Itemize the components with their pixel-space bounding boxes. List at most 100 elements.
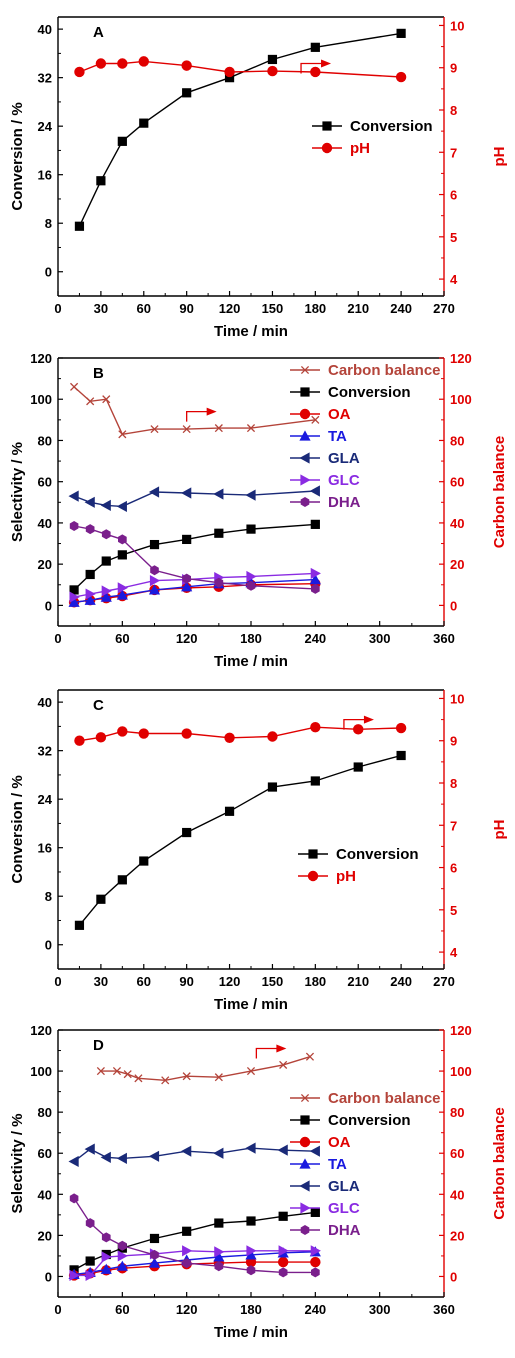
series-line: [74, 1251, 316, 1276]
data-point: [305, 1052, 315, 1061]
data-point: [181, 487, 192, 499]
data-point: [245, 489, 256, 501]
legend-label: Conversion: [328, 384, 411, 401]
data-point: [117, 1250, 128, 1262]
legend-marker: [300, 1115, 310, 1125]
data-point: [182, 1226, 192, 1236]
data-point: [267, 782, 278, 792]
data-point: [95, 58, 107, 69]
data-point: [246, 1245, 257, 1257]
x-tick-label: 0: [54, 1302, 61, 1317]
series-line: [73, 1211, 316, 1271]
arrow-head: [363, 715, 374, 724]
x-tick-label: 30: [94, 974, 108, 989]
legend-item: OA: [290, 406, 351, 423]
data-point: [112, 1067, 122, 1076]
y2-tick-label: 7: [450, 145, 457, 160]
data-point: [278, 1211, 288, 1221]
data-point: [353, 724, 364, 735]
data-point: [309, 485, 320, 497]
data-point: [214, 1261, 224, 1272]
panel-letter: A: [93, 24, 104, 41]
data-point: [117, 136, 127, 146]
x-tick-label: 300: [369, 631, 391, 646]
data-point: [181, 581, 193, 592]
legend-label: GLA: [328, 1178, 360, 1195]
legend-item: Conversion: [298, 846, 419, 863]
arrow-shaft: [300, 62, 324, 74]
data-point: [96, 176, 106, 186]
data-point: [84, 1143, 95, 1155]
legend-marker: [300, 474, 311, 486]
data-point: [396, 750, 406, 761]
panel-d: 0 60 120 180 240 300 360 0 20 40 60 80 100 120 0 20 40 60…: [9, 1023, 508, 1341]
y-axis-title: Conversion / %: [9, 102, 26, 210]
legend-label: DHA: [328, 1222, 361, 1239]
data-point: [182, 88, 192, 98]
x-tick-label: 90: [179, 301, 193, 316]
data-point: [74, 920, 85, 930]
y-tick-label: 40: [38, 695, 52, 710]
legend-item: DHA: [290, 1222, 361, 1239]
legend-item: Conversion: [312, 118, 433, 135]
x-axis-title: Time / min: [214, 996, 288, 1013]
x-tick-label: 60: [115, 1302, 129, 1317]
series-line: [73, 1147, 316, 1162]
data-point: [85, 1269, 96, 1282]
data-point: [85, 588, 96, 600]
data-point: [310, 66, 321, 78]
data-point: [395, 71, 407, 83]
legend-marker: [321, 142, 333, 154]
data-point: [101, 1232, 111, 1243]
data-point: [100, 1263, 112, 1274]
data-point: [214, 1073, 223, 1082]
x-tick-label: 120: [219, 974, 241, 989]
legend-marker: [300, 1202, 311, 1214]
y2-tick-label: 20: [450, 1228, 464, 1243]
data-point: [118, 430, 127, 439]
y-tick-label: 40: [38, 516, 52, 531]
data-point: [74, 735, 85, 746]
y-tick-label: 0: [45, 938, 52, 953]
y2-tick-label: 40: [450, 1187, 464, 1202]
data-point: [118, 534, 127, 545]
y-tick-label: 24: [38, 119, 53, 134]
data-point: [267, 731, 278, 742]
legend-item: DHA: [290, 494, 361, 511]
data-point: [181, 1145, 192, 1157]
legend-marker: [299, 1158, 311, 1169]
legend-item: pH: [312, 140, 370, 157]
y-tick-label: 100: [30, 392, 52, 407]
legend-marker: [322, 121, 332, 131]
data-point: [117, 58, 128, 69]
legend-label: Carbon balance: [328, 362, 441, 379]
data-point: [86, 397, 95, 406]
y-tick-label: 0: [45, 265, 52, 280]
right-axis-arrow: [343, 715, 374, 730]
data-point: [182, 827, 192, 838]
legend-item: Carbon balance: [290, 1090, 441, 1107]
series-gla: [68, 485, 320, 513]
data-point: [214, 1246, 225, 1258]
legend: Conversion pH: [312, 118, 433, 157]
data-point: [116, 1152, 127, 1164]
panel-a: 0 30 60 90 120 150 180 210 240 270 0 8 16 24 32 40 4 5 6 7 8…: [9, 16, 508, 340]
data-point: [68, 1155, 79, 1168]
data-point: [117, 582, 128, 594]
series-line: [79, 726, 402, 742]
y-tick-label: 32: [38, 744, 52, 759]
legend-label: DHA: [328, 494, 361, 511]
data-point: [148, 1257, 161, 1268]
legend-marker: [299, 430, 311, 441]
data-point: [213, 1251, 225, 1262]
series-dha: [69, 521, 320, 594]
legend-label: GLC: [328, 472, 360, 489]
x-tick-label: 240: [304, 1302, 326, 1317]
x-tick-label: 360: [433, 631, 455, 646]
legend-item: TA: [290, 1156, 347, 1173]
data-point: [84, 594, 96, 605]
y-tick-label: 24: [38, 792, 53, 807]
data-point: [95, 732, 107, 743]
x-tick-label: 0: [54, 301, 61, 316]
data-point: [182, 1245, 193, 1257]
